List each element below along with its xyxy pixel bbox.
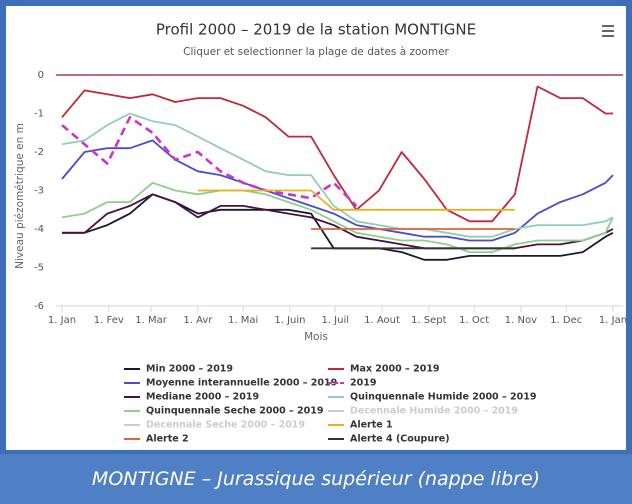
chart: Profil 2000 – 2019 de la station MONTIGN… (6, 6, 626, 450)
x-tick-label: 1. Mai (228, 315, 258, 326)
series-line (61, 112, 614, 238)
y-tick-label: -1 (34, 109, 44, 120)
y-tick-label: -3 (34, 186, 44, 197)
legend-label: Alerte 2 (146, 434, 189, 445)
x-axis-label: Mois (304, 331, 328, 343)
legend-label: Moyenne interannuelle 2000 – 2019 (146, 378, 337, 389)
x-tick-label: 1. Juil (321, 315, 349, 326)
chart-subtitle: Cliquer et selectionner la plage de date… (183, 46, 449, 58)
x-tick-label: 1. Avr (183, 315, 213, 326)
legend-label: Max 2000 – 2019 (350, 364, 440, 375)
legend-item[interactable]: Quinquennale Humide 2000 – 2019 (328, 392, 536, 403)
y-axis-label: Niveau piézométrique en m (14, 123, 26, 269)
y-tick-label: 0 (38, 70, 44, 81)
y-tick-label: -6 (34, 301, 44, 312)
legend-item[interactable]: Alerte 2 (124, 434, 189, 445)
legend-item[interactable]: Alerte 4 (Coupure) (328, 434, 450, 445)
legend-item[interactable]: Decennale Seche 2000 – 2019 (124, 420, 305, 431)
menu-bar (602, 35, 614, 37)
legend-item[interactable]: Max 2000 – 2019 (328, 364, 440, 375)
series-line (61, 85, 613, 223)
chart-title: Profil 2000 – 2019 de la station MONTIGN… (156, 21, 476, 39)
x-tick-label: 1. Dec (550, 315, 582, 326)
legend-item[interactable]: Min 2000 – 2019 (124, 364, 233, 375)
legend-item[interactable]: Decennale Humide 2000 – 2019 (328, 406, 518, 417)
series-line (197, 189, 515, 211)
legend-label: Quinquennale Humide 2000 – 2019 (350, 392, 536, 403)
series-line (61, 139, 614, 242)
legend-item[interactable]: Mediane 2000 – 2019 (124, 392, 259, 403)
legend-item[interactable]: 2019 (328, 378, 376, 389)
legend-label: Quinquennale Seche 2000 – 2019 (146, 406, 324, 417)
series-line (61, 181, 614, 253)
x-tick-label: 1. Mar (135, 315, 167, 326)
y-tick-label: -2 (34, 147, 44, 158)
x-tick-label: 1. Oct (459, 315, 489, 326)
legend-label: Decennale Seche 2000 – 2019 (146, 420, 305, 431)
x-tick-label: 1. Nov (505, 315, 537, 326)
menu-bar (602, 30, 614, 32)
y-tick-label: -5 (34, 263, 44, 274)
x-tick-label: 1. Jan (48, 315, 76, 326)
series-line (61, 116, 358, 207)
legend-label: Min 2000 – 2019 (146, 364, 233, 375)
x-tick-label: 1. Fev (94, 315, 124, 326)
legend-label: Alerte 4 (Coupure) (350, 434, 450, 445)
x-tick-label: 1. Juin (274, 315, 305, 326)
menu-bar (602, 25, 614, 27)
y-tick-label: -4 (34, 224, 44, 235)
legend-label: 2019 (350, 378, 376, 389)
x-tick-label: 1. Aout (364, 315, 400, 326)
legend-item[interactable]: Alerte 1 (328, 420, 393, 431)
caption: MONTIGNE – Jurassique supérieur (nappe l… (0, 454, 632, 504)
x-tick-label: 1. Sept (411, 315, 447, 326)
legend-label: Decennale Humide 2000 – 2019 (350, 406, 518, 417)
legend-label: Mediane 2000 – 2019 (146, 392, 259, 403)
menu-icon[interactable] (602, 25, 614, 37)
legend-label: Alerte 1 (350, 420, 393, 431)
legend-item[interactable]: Quinquennale Seche 2000 – 2019 (124, 406, 324, 417)
x-tick-label: 1. Jan (599, 315, 626, 326)
series-line (62, 193, 614, 250)
legend-item[interactable]: Moyenne interannuelle 2000 – 2019 (124, 378, 337, 389)
